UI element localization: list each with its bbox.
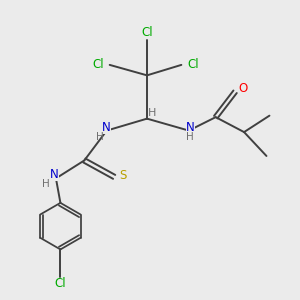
Text: H: H [148,108,157,118]
Text: N: N [50,168,59,181]
Text: Cl: Cl [55,277,66,290]
Text: Cl: Cl [141,26,153,39]
Text: N: N [102,121,111,134]
Text: Cl: Cl [187,58,199,71]
Text: H: H [96,132,104,142]
Text: O: O [239,82,248,95]
Text: S: S [119,169,126,182]
Text: N: N [186,121,195,134]
Text: H: H [42,179,50,189]
Text: H: H [186,132,194,142]
Text: Cl: Cl [92,58,104,71]
